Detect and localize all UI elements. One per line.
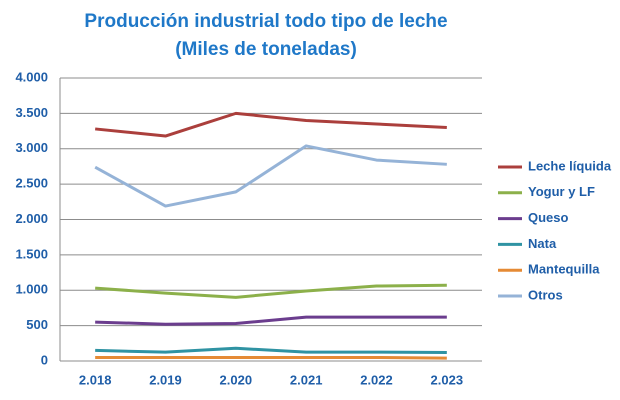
x-tick-label: 2.019 bbox=[149, 372, 182, 387]
x-tick-label: 2.020 bbox=[220, 372, 253, 387]
y-tick-label: 500 bbox=[26, 317, 48, 332]
legend-label: Otros bbox=[528, 287, 563, 302]
series-line bbox=[95, 346, 447, 355]
x-tick-label: 2.021 bbox=[290, 372, 323, 387]
y-tick-label: 4.000 bbox=[15, 69, 48, 84]
series-line bbox=[95, 355, 447, 360]
legend-label: Yogur y LF bbox=[528, 184, 595, 199]
series-line bbox=[94, 144, 447, 208]
series-line bbox=[95, 283, 447, 299]
legend-label: Queso bbox=[528, 210, 569, 225]
series-line bbox=[95, 111, 447, 138]
legend-label: Leche líquida bbox=[528, 158, 612, 173]
x-tick-label: 2.023 bbox=[431, 372, 464, 387]
legend-label: Mantequilla bbox=[528, 262, 600, 277]
y-tick-label: 2.500 bbox=[15, 176, 48, 191]
chart-subtitle: (Miles de toneladas) bbox=[175, 39, 357, 60]
y-tick-label: 3.000 bbox=[15, 140, 48, 155]
series-line bbox=[95, 315, 447, 326]
legend-label: Nata bbox=[528, 236, 557, 251]
x-tick-label: 2.018 bbox=[79, 372, 112, 387]
y-tick-label: 0 bbox=[41, 352, 48, 367]
y-tick-label: 3.500 bbox=[15, 105, 48, 120]
y-tick-label: 1.000 bbox=[15, 282, 48, 297]
y-tick-label: 1.500 bbox=[15, 246, 48, 261]
y-tick-label: 2.000 bbox=[15, 211, 48, 226]
chart-title: Producción industrial todo tipo de leche bbox=[84, 11, 447, 32]
x-tick-label: 2.022 bbox=[360, 372, 393, 387]
